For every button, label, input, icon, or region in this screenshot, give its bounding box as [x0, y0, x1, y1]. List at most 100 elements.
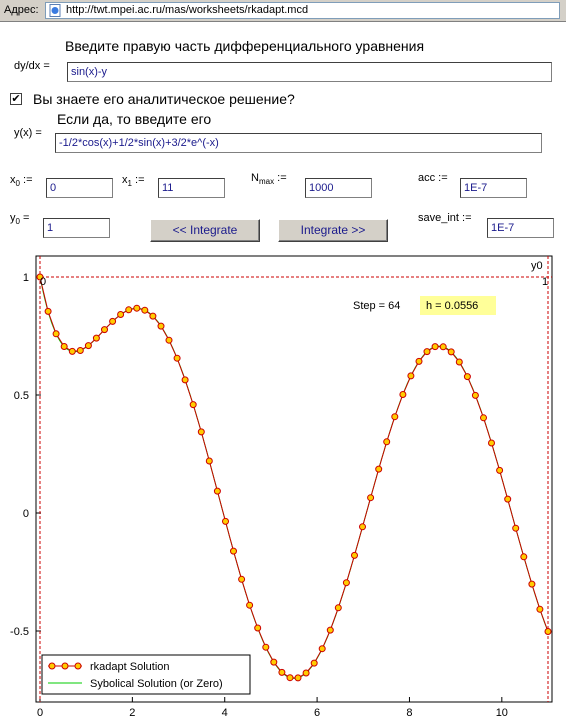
rkadapt-point-13 — [141, 306, 149, 314]
step-count: Step = 64 — [353, 300, 400, 312]
analytic-checkbox[interactable]: ✔ — [10, 93, 22, 105]
y-tick-label-2: 0 — [23, 508, 29, 520]
rkadapt-point-6 — [84, 342, 92, 350]
x-tick-label-2: 2 — [129, 707, 135, 719]
rkadapt-point-43 — [383, 438, 391, 446]
acc-input[interactable]: 1E-7 — [460, 178, 527, 198]
save-int-label: save_int := — [418, 212, 472, 224]
acc-label: acc := — [418, 172, 448, 184]
plot-frame — [35, 255, 553, 703]
rkadapt-point-57 — [496, 466, 504, 474]
y0-input[interactable]: 1 — [43, 218, 110, 238]
x1-input[interactable]: 11 — [158, 178, 225, 198]
y0-label: y0 = — [10, 212, 30, 226]
x0-input[interactable]: 0 — [46, 178, 113, 198]
address-bar: Адрес: http://twt.mpei.ac.ru/mas/workshe… — [0, 0, 566, 22]
rkadapt-point-7 — [92, 334, 100, 342]
y0-marker-label: y0 — [531, 260, 543, 272]
rkadapt-point-55 — [480, 414, 487, 422]
rkadapt-point-30 — [278, 668, 286, 676]
integrate-back-button[interactable]: << Integrate — [150, 219, 260, 242]
nmax-input[interactable]: 1000 — [305, 178, 372, 198]
y-tick-label-3: -0.5 — [10, 626, 29, 638]
rkadapt-point-51 — [447, 348, 455, 356]
y-tick-label-0: 1 — [23, 272, 29, 284]
rkadapt-point-49 — [431, 343, 439, 351]
rkadapt-point-37 — [334, 604, 342, 612]
rkadapt-point-52 — [455, 358, 463, 366]
rkadapt-line — [39, 276, 549, 679]
rkadapt-point-22 — [213, 487, 221, 495]
check-mark-icon: ✔ — [11, 93, 21, 105]
rkadapt-point-11 — [125, 306, 133, 314]
rkadapt-point-61 — [528, 580, 536, 588]
legend-sym-label: Sybolical Solution (or Zero) — [90, 678, 223, 690]
rkadapt-point-47 — [415, 357, 423, 365]
rkadapt-point-19 — [189, 401, 197, 409]
integrate-forward-button[interactable]: Integrate >> — [278, 219, 388, 242]
rkadapt-point-27 — [254, 624, 262, 632]
x1-label: x1 := — [122, 174, 145, 188]
rkadapt-point-29 — [270, 658, 278, 666]
address-field[interactable]: http://twt.mpei.ac.ru/mas/worksheets/rka… — [45, 2, 560, 19]
rkadapt-point-12 — [133, 304, 141, 312]
x1-marker-label: 1 — [542, 276, 548, 288]
x-tick-label-4: 4 — [222, 707, 228, 719]
rkadapt-point-46 — [407, 372, 415, 380]
rkadapt-point-40 — [359, 523, 366, 531]
x-tick-label-6: 6 — [314, 707, 320, 719]
analytic-prompt: Если да, то введите его — [57, 111, 212, 127]
rkadapt-point-28 — [262, 643, 270, 651]
rkadapt-point-50 — [439, 343, 447, 351]
rkadapt-point-59 — [512, 524, 520, 532]
rkadapt-series — [36, 273, 552, 682]
x0-marker-label: 0 — [40, 276, 46, 288]
symbolic-series — [39, 276, 549, 679]
rkadapt-point-31 — [286, 674, 294, 682]
rkadapt-point-20 — [197, 428, 205, 436]
x-tick-label-8: 8 — [406, 707, 412, 719]
rkadapt-point-10 — [117, 311, 125, 318]
rkadapt-point-25 — [238, 575, 246, 583]
rkadapt-point-8 — [101, 326, 108, 334]
step-size: h = 0.0556 — [426, 300, 478, 312]
rkadapt-point-5 — [76, 347, 84, 354]
rkadapt-point-36 — [326, 626, 334, 634]
rkadapt-point-39 — [351, 551, 358, 559]
rkadapt-point-3 — [60, 343, 68, 350]
rkadapt-point-9 — [109, 317, 117, 325]
tick-marks — [36, 276, 503, 702]
symbolic-solution-line — [39, 276, 549, 679]
rkadapt-point-14 — [149, 312, 157, 320]
x-tick-label-0: 0 — [37, 707, 43, 719]
rkadapt-point-53 — [463, 373, 471, 381]
y-tick-label-1: 0.5 — [14, 390, 29, 402]
rkadapt-point-35 — [318, 645, 326, 653]
address-label: Адрес: — [4, 4, 39, 16]
rkadapt-point-42 — [375, 465, 383, 473]
tick-labels: 0 2 4 6 8 10 1 0.5 0 -0.5 — [10, 272, 508, 719]
save-int-input[interactable]: 1E-7 — [487, 218, 554, 238]
rkadapt-point-24 — [230, 547, 237, 555]
rkadapt-point-32 — [294, 674, 302, 682]
rkadapt-point-33 — [302, 669, 310, 677]
rkadapt-point-23 — [222, 517, 229, 525]
yx-label: y(x) = — [14, 127, 42, 139]
dydx-input[interactable]: sin(x)-y — [67, 62, 552, 82]
rkadapt-point-16 — [165, 336, 173, 344]
rkadapt-point-21 — [205, 457, 213, 465]
rkadapt-point-15 — [157, 322, 165, 330]
rkadapt-point-56 — [488, 439, 495, 447]
x0-label: x0 := — [10, 174, 33, 188]
legend: rkadapt Solution Sybolical Solution (or … — [41, 654, 251, 695]
page-icon — [49, 4, 61, 17]
analytic-question: Вы знаете его аналитическое решение? — [33, 91, 295, 107]
bound-markers — [36, 256, 552, 702]
legend-rk-marker-2 — [61, 662, 69, 670]
rkadapt-point-0 — [36, 273, 44, 281]
rkadapt-point-44 — [391, 413, 399, 421]
rkadapt-point-2 — [52, 330, 60, 338]
yx-input[interactable]: -1/2*cos(x)+1/2*sin(x)+3/2*e^(-x) — [55, 133, 542, 153]
rkadapt-point-54 — [471, 391, 479, 399]
legend-rk-label: rkadapt Solution — [90, 661, 170, 673]
